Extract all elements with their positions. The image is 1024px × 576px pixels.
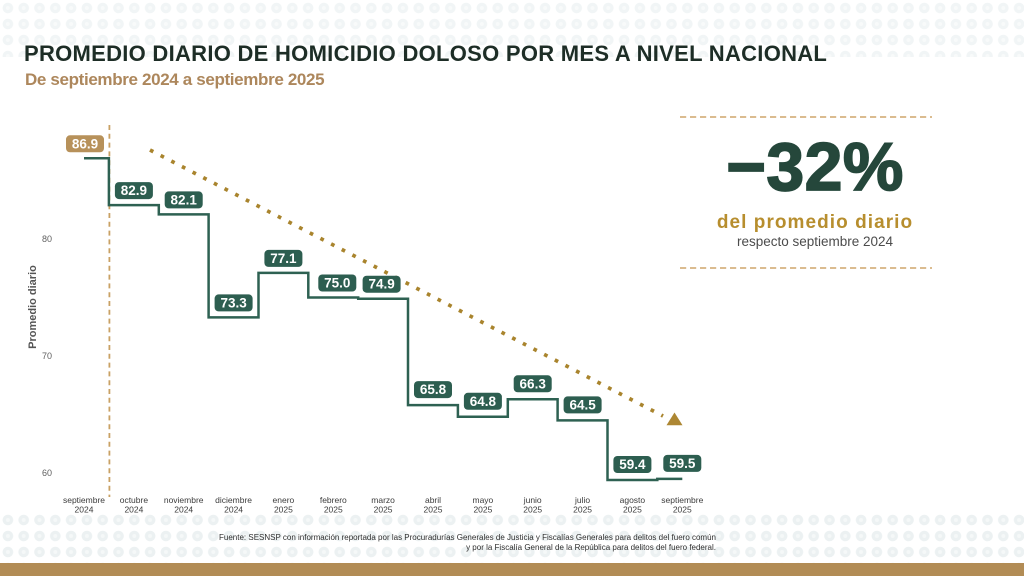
svg-text:59.5: 59.5 — [669, 456, 696, 471]
svg-text:73.3: 73.3 — [220, 295, 247, 310]
svg-text:60: 60 — [42, 468, 52, 478]
svg-text:64.5: 64.5 — [569, 397, 596, 412]
svg-text:75.0: 75.0 — [324, 276, 350, 291]
svg-text:80: 80 — [42, 234, 52, 244]
svg-text:70: 70 — [42, 351, 52, 361]
svg-text:82.1: 82.1 — [171, 192, 198, 207]
svg-text:66.3: 66.3 — [520, 376, 547, 391]
svg-text:65.8: 65.8 — [420, 382, 447, 397]
svg-text:64.8: 64.8 — [470, 394, 497, 409]
svg-text:Promedio diario: Promedio diario — [27, 265, 39, 349]
svg-text:77.1: 77.1 — [270, 251, 297, 266]
svg-text:59.4: 59.4 — [619, 457, 646, 472]
svg-text:74.9: 74.9 — [368, 277, 394, 292]
svg-text:86.9: 86.9 — [72, 136, 98, 151]
svg-text:82.9: 82.9 — [121, 183, 147, 198]
